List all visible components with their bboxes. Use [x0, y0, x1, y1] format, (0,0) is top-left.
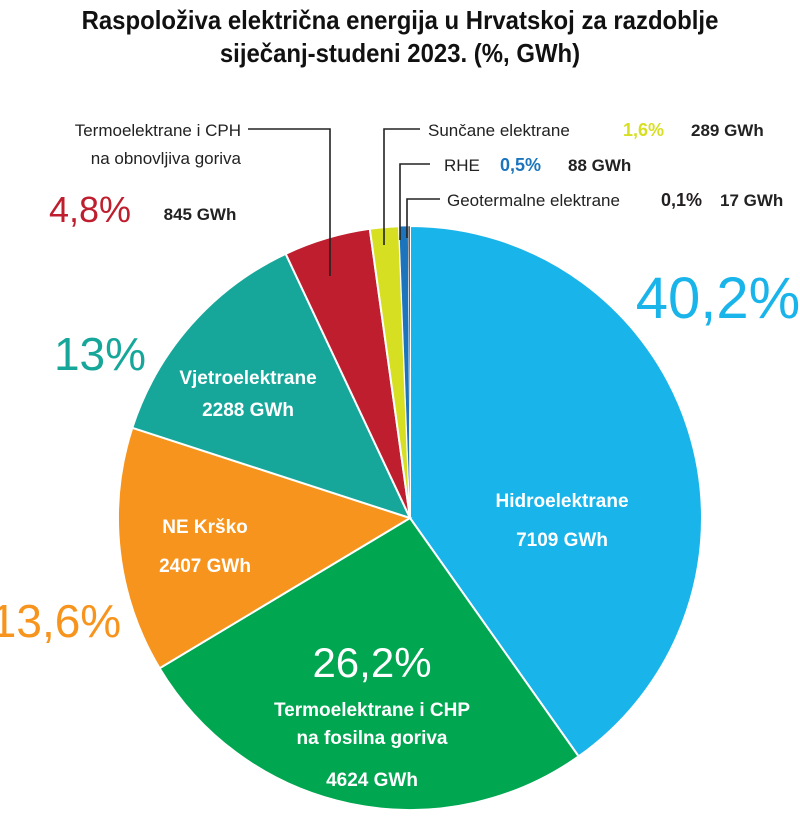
vjetro-percent-label: 13%	[54, 328, 146, 380]
pie-slices	[117, 224, 703, 811]
pie-slice-vjetro	[131, 252, 412, 520]
pie-slice-geo	[407, 225, 411, 519]
termo-fosil-name-line1: Termoelektrane i CHP	[274, 700, 470, 721]
suncane-name-label: Sunčane elektrane	[428, 121, 570, 140]
krsko-percent-label: 13,6%	[0, 595, 121, 647]
termo-fosil-name-line2: na fosilna goriva	[297, 728, 448, 749]
termo-fosil-gwh-label: 4624 GWh	[326, 770, 418, 791]
leader-line-geo	[406, 198, 440, 238]
krsko-name-label: NE Krško	[162, 517, 248, 538]
suncane-percent-label: 1,6%	[623, 120, 664, 140]
suncane-gwh-label: 289 GWh	[691, 121, 764, 140]
rhe-name-label: RHE	[444, 156, 480, 175]
vjetro-name-label: Vjetroelektrane	[179, 368, 316, 389]
termo-obn-name-line1: Termoelektrane i CPH	[75, 121, 241, 140]
termo-obn-name-line2: na obnovljiva goriva	[91, 149, 242, 168]
chart-title-line2: siječanj-studeni 2023. (%, GWh)	[219, 38, 581, 68]
leader-line-rhe	[399, 163, 430, 240]
geo-name-label: Geotermalne elektrane	[447, 191, 620, 210]
rhe-gwh-label: 88 GWh	[568, 156, 631, 175]
pie-slice-hidro	[409, 224, 703, 758]
vjetro-gwh-label: 2288 GWh	[202, 400, 294, 421]
termo-obn-gwh-label: 845 GWh	[164, 205, 237, 224]
chart-title-line1: Raspoloživa električna energija u Hrvats…	[81, 5, 719, 35]
leader-lines	[248, 128, 440, 276]
pie-slice-krsko	[117, 426, 413, 670]
termo-fosil-percent-label: 26,2%	[312, 639, 431, 686]
hidro-name-label: Hidroelektrane	[495, 491, 628, 512]
hidro-gwh-label: 7109 GWh	[516, 530, 608, 551]
termo-obn-percent-label: 4,8%	[49, 189, 131, 230]
pie-slice-termo_fosil	[158, 516, 581, 811]
leader-line-termo-obn	[248, 128, 331, 276]
chart-title: Raspoloživa električna energija u Hrvats…	[32, 4, 768, 70]
geo-gwh-label: 17 GWh	[720, 191, 783, 210]
leader-line-suncane	[383, 128, 420, 245]
rhe-percent-label: 0,5%	[500, 155, 541, 175]
hidro-percent-label: 40,2%	[636, 266, 800, 331]
krsko-gwh-label: 2407 GWh	[159, 556, 251, 577]
geo-percent-label: 0,1%	[661, 190, 702, 210]
